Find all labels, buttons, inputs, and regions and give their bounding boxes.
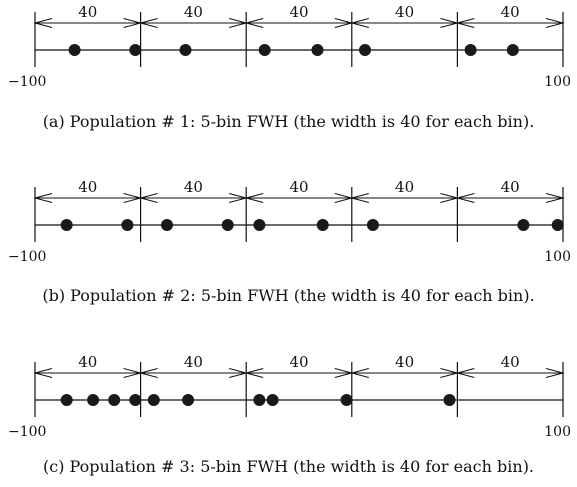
panel-b-point-3 (221, 219, 234, 231)
panel-a-point-6 (464, 44, 477, 56)
panel-a-axis-max-label: 100 (544, 74, 571, 90)
panel-a-bin-width-label-0: 40 (78, 3, 97, 21)
panel-b-point-5 (316, 219, 329, 231)
panel-c-bin-width-label-3: 40 (395, 353, 414, 371)
panel-c-axis-min-label: −100 (8, 424, 46, 440)
panel-c-point-0 (60, 394, 73, 406)
panel-c-bin-arrow-1-left-head (138, 368, 158, 378)
panel-a-bin-width-label-3: 40 (395, 3, 414, 21)
panel-a-point-0 (68, 44, 81, 56)
panel-b-bin-arrow-3-left-head (349, 193, 369, 203)
panel-b-point-8 (551, 219, 564, 231)
panel-b-axis-max-label: 100 (544, 249, 571, 265)
panel-a-bin-arrow-4-right-head (545, 18, 565, 28)
panel-c-bin-arrow-3-left-head (349, 368, 369, 378)
panel-c-bin-width-label-4: 40 (501, 353, 520, 371)
panel-c-bin-arrow-4-left-head (455, 368, 475, 378)
panel-c-point-1 (87, 394, 100, 406)
panel-c-point-8 (340, 394, 353, 406)
panel-c-point-2 (108, 394, 121, 406)
panel-c-point-7 (266, 394, 279, 406)
panel-a-point-4 (311, 44, 324, 56)
panel-a-point-2 (179, 44, 192, 56)
panel-b-bin-width-label-1: 40 (184, 178, 203, 196)
panel-c-point-5 (182, 394, 195, 406)
panel-b-point-2 (161, 219, 173, 231)
panel-a-point-3 (258, 44, 271, 56)
panel-a-bin-width-label-4: 40 (501, 3, 520, 21)
panel-b-point-7 (517, 219, 530, 231)
panel-b-bin-arrow-4-left-head (455, 193, 475, 203)
panel-c-bin-width-label-2: 40 (289, 353, 308, 371)
caption-b: (b) Population # 2: 5-bin FWH (the width… (42, 286, 535, 305)
panel-a-point-1 (129, 44, 142, 56)
panel-a-bin-arrow-4-left-head (455, 18, 475, 28)
panel-b-point-0 (60, 219, 73, 231)
panel-b-bin-arrow-2-left-head (244, 193, 264, 203)
panel-a-point-5 (359, 44, 371, 56)
panel-c-point-6 (253, 394, 266, 406)
panel-b-bin-width-label-3: 40 (395, 178, 414, 196)
panel-b-bin-arrow-4-right-head (545, 193, 565, 203)
panel-c-point-9 (443, 394, 456, 406)
panel-b-point-4 (253, 219, 266, 231)
panel-b-point-1 (121, 219, 134, 231)
caption-c: (c) Population # 3: 5-bin FWH (the width… (42, 457, 535, 476)
panel-b-bin-arrow-0-left-head (33, 193, 53, 203)
panel-c-axis-max-label: 100 (544, 424, 571, 440)
panel-b-bin-width-label-0: 40 (78, 178, 97, 196)
panel-c-bin-arrow-0-left-head (33, 368, 53, 378)
panel-b-bin-width-label-4: 40 (501, 178, 520, 196)
panel-c-point-4 (147, 394, 160, 406)
panel-c-bin-width-label-0: 40 (78, 353, 97, 371)
panel-c-bin-width-label-1: 40 (184, 353, 203, 371)
panel-b-bin-width-label-2: 40 (289, 178, 308, 196)
panel-b-axis-min-label: −100 (8, 249, 46, 265)
panel-a-point-7 (506, 44, 519, 56)
panel-c-bin-arrow-2-left-head (244, 368, 264, 378)
panel-a-bin-arrow-1-left-head (138, 18, 158, 28)
panel-b-bin-arrow-1-left-head (138, 193, 158, 203)
panel-b-point-6 (366, 219, 379, 231)
panel-a-bin-arrow-2-left-head (244, 18, 264, 28)
panel-c-point-3 (129, 394, 142, 406)
panel-c-bin-arrow-4-right-head (545, 368, 565, 378)
caption-a: (a) Population # 1: 5-bin FWH (the width… (42, 112, 535, 131)
panel-a-bin-width-label-2: 40 (289, 3, 308, 21)
panel-a-bin-arrow-3-left-head (349, 18, 369, 28)
panel-a-bin-arrow-0-left-head (33, 18, 53, 28)
panel-a-bin-width-label-1: 40 (184, 3, 203, 21)
panel-a-axis-min-label: −100 (8, 74, 46, 90)
